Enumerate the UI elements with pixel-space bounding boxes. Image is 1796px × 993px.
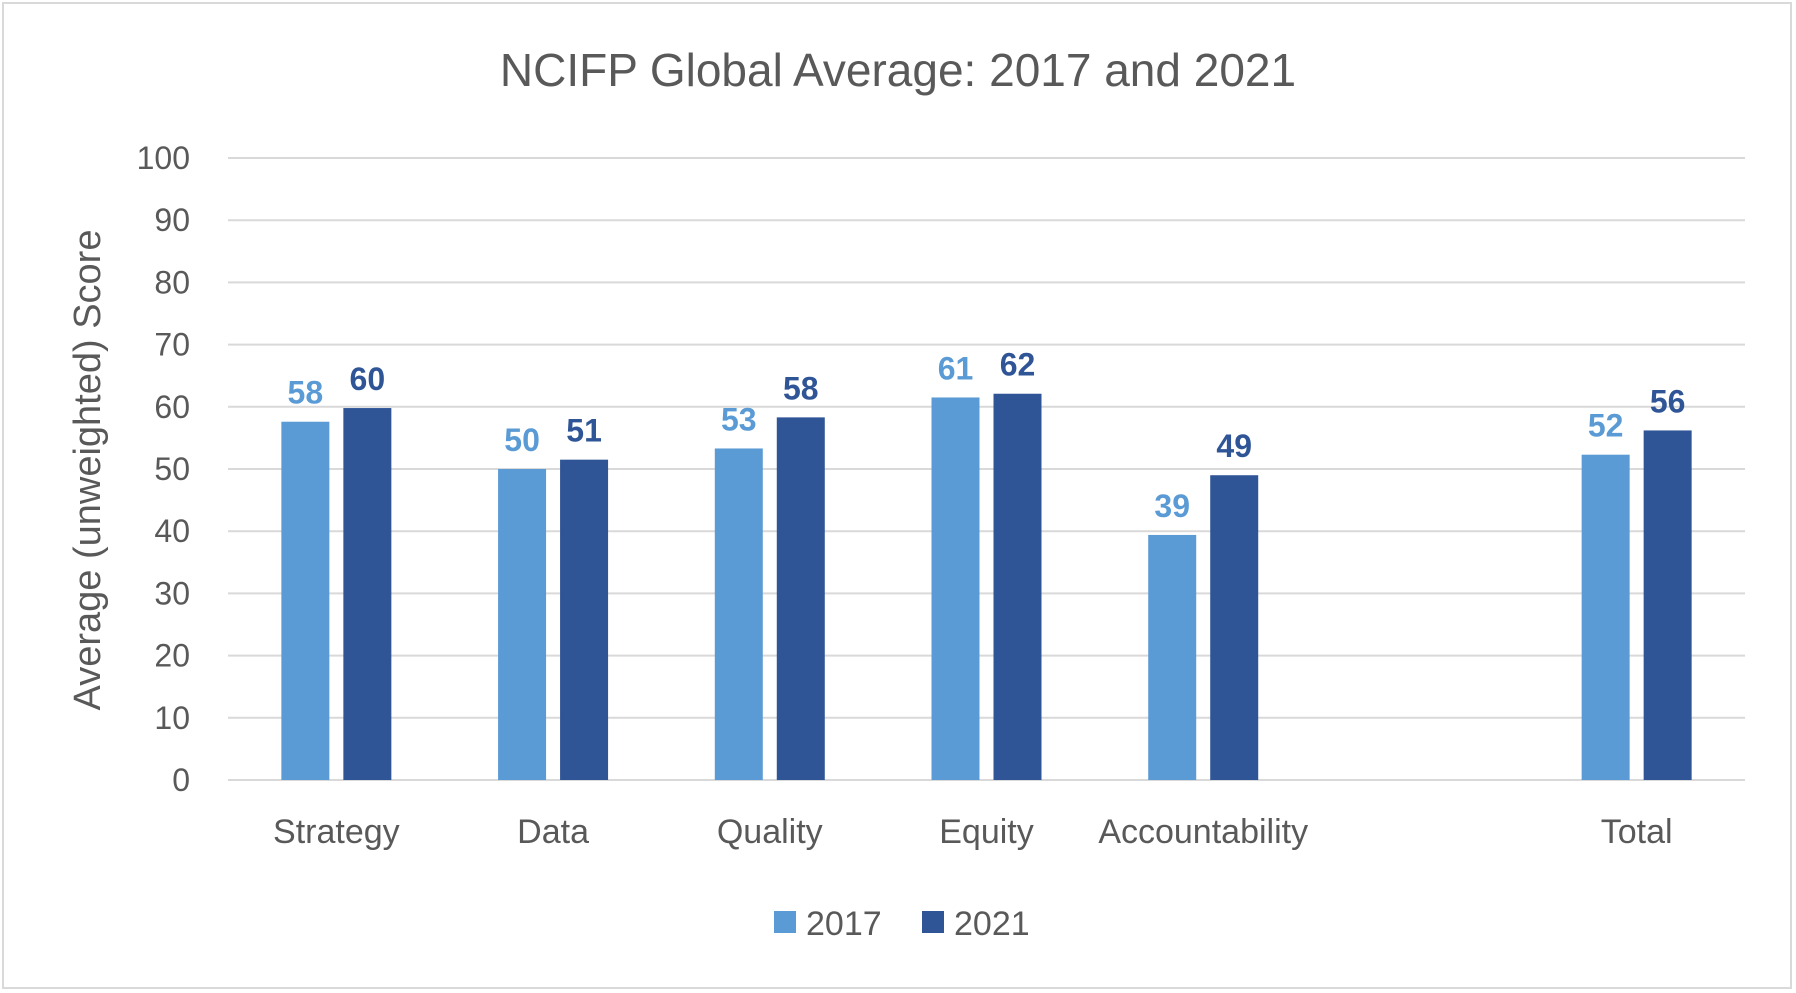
y-tick-label: 60 (154, 389, 190, 425)
bar-2021-equity (993, 393, 1042, 780)
x-axis-ticks: Strategy Data Quality Equity Accountability T… (273, 813, 1673, 851)
data-label: 39 (1154, 488, 1190, 524)
data-label: 62 (1000, 347, 1036, 383)
data-label: 58 (783, 370, 819, 406)
data-label: 50 (504, 422, 540, 458)
bar-2017-total (1581, 454, 1630, 780)
x-tick-label: Accountability (1098, 813, 1308, 851)
bar-2021-quality (776, 417, 825, 780)
data-label: 56 (1650, 383, 1686, 419)
bar-2017-quality (714, 448, 763, 780)
data-label: 58 (288, 375, 324, 411)
bar-2017-strategy (281, 421, 330, 780)
legend-swatch (922, 911, 944, 933)
y-axis-label: Average (unweighted) Score (67, 230, 109, 711)
chart-title: NCIFP Global Average: 2017 and 2021 (500, 44, 1296, 96)
data-label: 51 (566, 413, 602, 449)
bars (281, 393, 1692, 780)
data-label: 53 (721, 401, 757, 437)
bar-2017-equity (931, 397, 980, 780)
legend-label: 2017 (806, 905, 882, 943)
legend-label: 2021 (954, 905, 1030, 943)
y-tick-label: 20 (154, 638, 190, 674)
x-tick-label: Data (517, 813, 589, 851)
y-tick-label: 90 (154, 202, 190, 238)
x-tick-label: Strategy (273, 813, 400, 851)
gridlines (228, 157, 1745, 781)
data-label: 60 (350, 361, 386, 397)
y-tick-label: 10 (154, 700, 190, 736)
x-tick-label: Equity (939, 813, 1034, 851)
y-tick-label: 50 (154, 451, 190, 487)
legend: 2017 2021 (774, 905, 1030, 943)
x-tick-label: Total (1601, 813, 1673, 851)
bar-2021-strategy (343, 408, 392, 780)
bar-2017-data (498, 469, 547, 780)
data-labels: 58 60 50 51 53 58 61 62 39 49 52 56 (288, 347, 1686, 524)
y-tick-label: 100 (137, 140, 190, 176)
legend-swatch (774, 911, 796, 933)
data-label: 61 (938, 350, 974, 386)
x-tick-label: Quality (717, 813, 823, 851)
y-tick-label: 80 (154, 264, 190, 300)
bar-2021-total (1643, 430, 1692, 780)
data-label: 52 (1588, 408, 1624, 444)
bar-2021-data (560, 459, 609, 780)
y-tick-label: 40 (154, 513, 190, 549)
data-label: 49 (1216, 428, 1252, 464)
bar-2017-accountability (1148, 534, 1197, 780)
y-tick-label: 70 (154, 327, 190, 363)
y-tick-label: 30 (154, 575, 190, 611)
y-axis-ticks: 0 10 20 30 40 50 60 70 80 90 100 (137, 140, 190, 798)
y-tick-label: 0 (172, 762, 190, 798)
bar-2021-accountability (1210, 475, 1259, 780)
